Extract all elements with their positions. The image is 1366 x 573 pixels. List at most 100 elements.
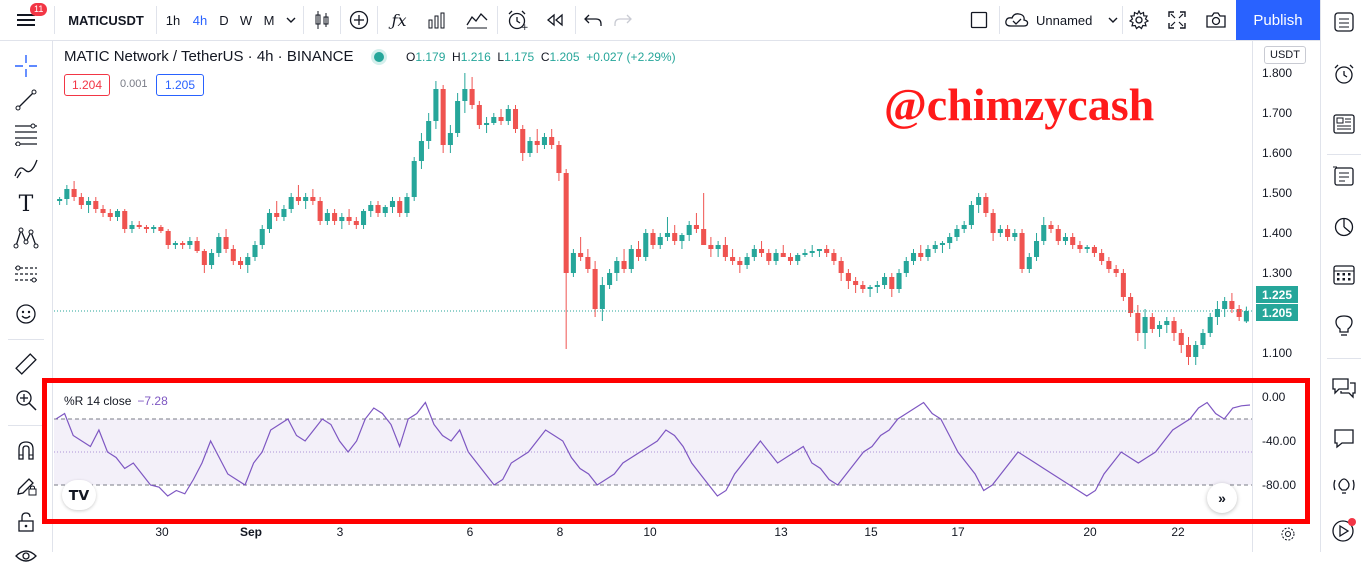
calendar-button[interactable] <box>1326 256 1362 292</box>
data-window-button[interactable] <box>1326 208 1362 244</box>
candle <box>353 217 359 229</box>
candle <box>592 261 598 317</box>
icons-tool[interactable] <box>6 297 46 331</box>
scroll-to-realtime-button[interactable]: » <box>1207 483 1237 513</box>
news-button[interactable] <box>1326 106 1362 142</box>
ideas-stream-button[interactable] <box>1326 158 1362 194</box>
public-chats-button[interactable] <box>1326 420 1362 456</box>
candle <box>346 209 352 225</box>
indicators-button[interactable]: ƒx <box>380 0 418 40</box>
rewind-icon <box>546 13 563 27</box>
watermark-text: @chimzycash <box>884 79 1155 130</box>
interval-dropdown[interactable] <box>282 0 300 40</box>
templates-button[interactable] <box>460 0 494 40</box>
financials-button[interactable] <box>420 0 454 40</box>
price-axis-divider <box>1252 41 1253 552</box>
sell-price-button[interactable]: 1.204 <box>64 74 110 96</box>
indicator-tick-label: 0.00 <box>1262 390 1286 404</box>
text-tool[interactable]: T <box>6 187 46 221</box>
interval-1h[interactable]: 1h <box>165 12 181 28</box>
save-layout-button[interactable]: Unnamed <box>1004 0 1122 40</box>
gear-icon <box>1281 527 1295 541</box>
chats-button[interactable] <box>1326 370 1362 406</box>
indicator-legend[interactable]: %R 14 close −7.28 <box>64 394 168 408</box>
candle <box>295 185 301 205</box>
symbol-search-button[interactable]: MATICUSDT <box>68 12 144 28</box>
candle <box>932 241 938 253</box>
axis-settings-button[interactable] <box>1278 524 1298 544</box>
lock-drawings-tool[interactable] <box>6 469 46 503</box>
measure-tool[interactable] <box>6 347 46 381</box>
streams-button[interactable] <box>1326 468 1362 504</box>
snapshot-button[interactable] <box>1200 0 1232 40</box>
brush-tool[interactable] <box>6 151 46 185</box>
candle <box>93 197 99 213</box>
candle <box>867 285 873 297</box>
zoom-tool[interactable] <box>6 383 46 417</box>
watchlist-icon <box>1334 12 1354 32</box>
prediction-tool[interactable] <box>6 257 46 291</box>
candle <box>397 197 403 217</box>
undo-button[interactable] <box>578 0 608 40</box>
tradingview-logo[interactable]: 𝗧𝗩 <box>62 480 96 510</box>
fib-tool[interactable] <box>6 117 46 151</box>
candle <box>1142 309 1148 349</box>
compare-button[interactable] <box>343 0 375 40</box>
magnet-tool[interactable] <box>6 433 46 467</box>
video-button[interactable] <box>1326 512 1362 548</box>
hamburger-icon <box>17 14 35 26</box>
candle <box>1178 329 1184 353</box>
chart-type-button[interactable] <box>306 0 338 40</box>
list-edit-icon <box>1333 166 1354 186</box>
settings-button[interactable] <box>1124 0 1154 40</box>
hints-button[interactable] <box>1326 308 1362 344</box>
candle <box>1055 225 1061 245</box>
candle <box>1091 245 1097 257</box>
alerts-button[interactable] <box>1326 56 1362 92</box>
redo-button[interactable] <box>608 0 638 40</box>
publish-button[interactable]: Publish <box>1236 0 1320 40</box>
candle <box>230 245 236 265</box>
fullscreen-button[interactable] <box>1162 0 1192 40</box>
interval-m[interactable]: M <box>263 12 275 28</box>
interval-4h[interactable]: 4h <box>192 12 208 28</box>
candle <box>237 257 244 269</box>
play-circle-icon <box>1332 518 1356 542</box>
layout-select-button[interactable] <box>962 0 996 40</box>
candle <box>954 225 960 241</box>
buy-price-button[interactable]: 1.205 <box>156 74 204 96</box>
chevron-down-icon <box>1108 17 1118 23</box>
menu-button[interactable] <box>8 0 44 40</box>
candle <box>332 209 338 225</box>
price-chart[interactable]: 1.800 1.700 1.600 1.500 1.400 1.300 1.100 0.00… <box>0 0 1366 552</box>
candle <box>491 113 497 125</box>
crosshair-tool[interactable] <box>6 49 46 83</box>
unlock-tool[interactable] <box>6 505 46 539</box>
candle <box>534 129 540 153</box>
interval-d[interactable]: D <box>219 12 229 28</box>
candle <box>245 253 251 273</box>
price-tick-label: 1.800 <box>1262 66 1292 80</box>
alarm-clock-icon: + <box>508 10 528 31</box>
fullscreen-icon <box>1168 11 1186 29</box>
alert-button[interactable]: + <box>500 0 534 40</box>
candle <box>1157 321 1163 337</box>
replay-button[interactable] <box>538 0 572 40</box>
candle <box>751 245 757 261</box>
candle <box>889 273 895 297</box>
candle <box>737 257 743 273</box>
trend-line-tool[interactable] <box>6 83 46 117</box>
watchlist-button[interactable] <box>1326 4 1362 40</box>
candle <box>1106 257 1112 273</box>
candle <box>281 205 287 221</box>
currency-label[interactable]: USDT <box>1264 46 1306 64</box>
trend-line-icon <box>15 89 37 111</box>
price-tick-label: 1.700 <box>1262 106 1292 120</box>
interval-w[interactable]: W <box>239 12 253 28</box>
symbol-legend-title[interactable]: MATIC Network / TetherUS · 4h · BINANCE <box>64 48 354 65</box>
candle <box>498 109 504 125</box>
candle <box>266 209 273 233</box>
pattern-tool[interactable] <box>6 221 46 255</box>
candle <box>621 249 627 273</box>
candle <box>1070 233 1076 249</box>
